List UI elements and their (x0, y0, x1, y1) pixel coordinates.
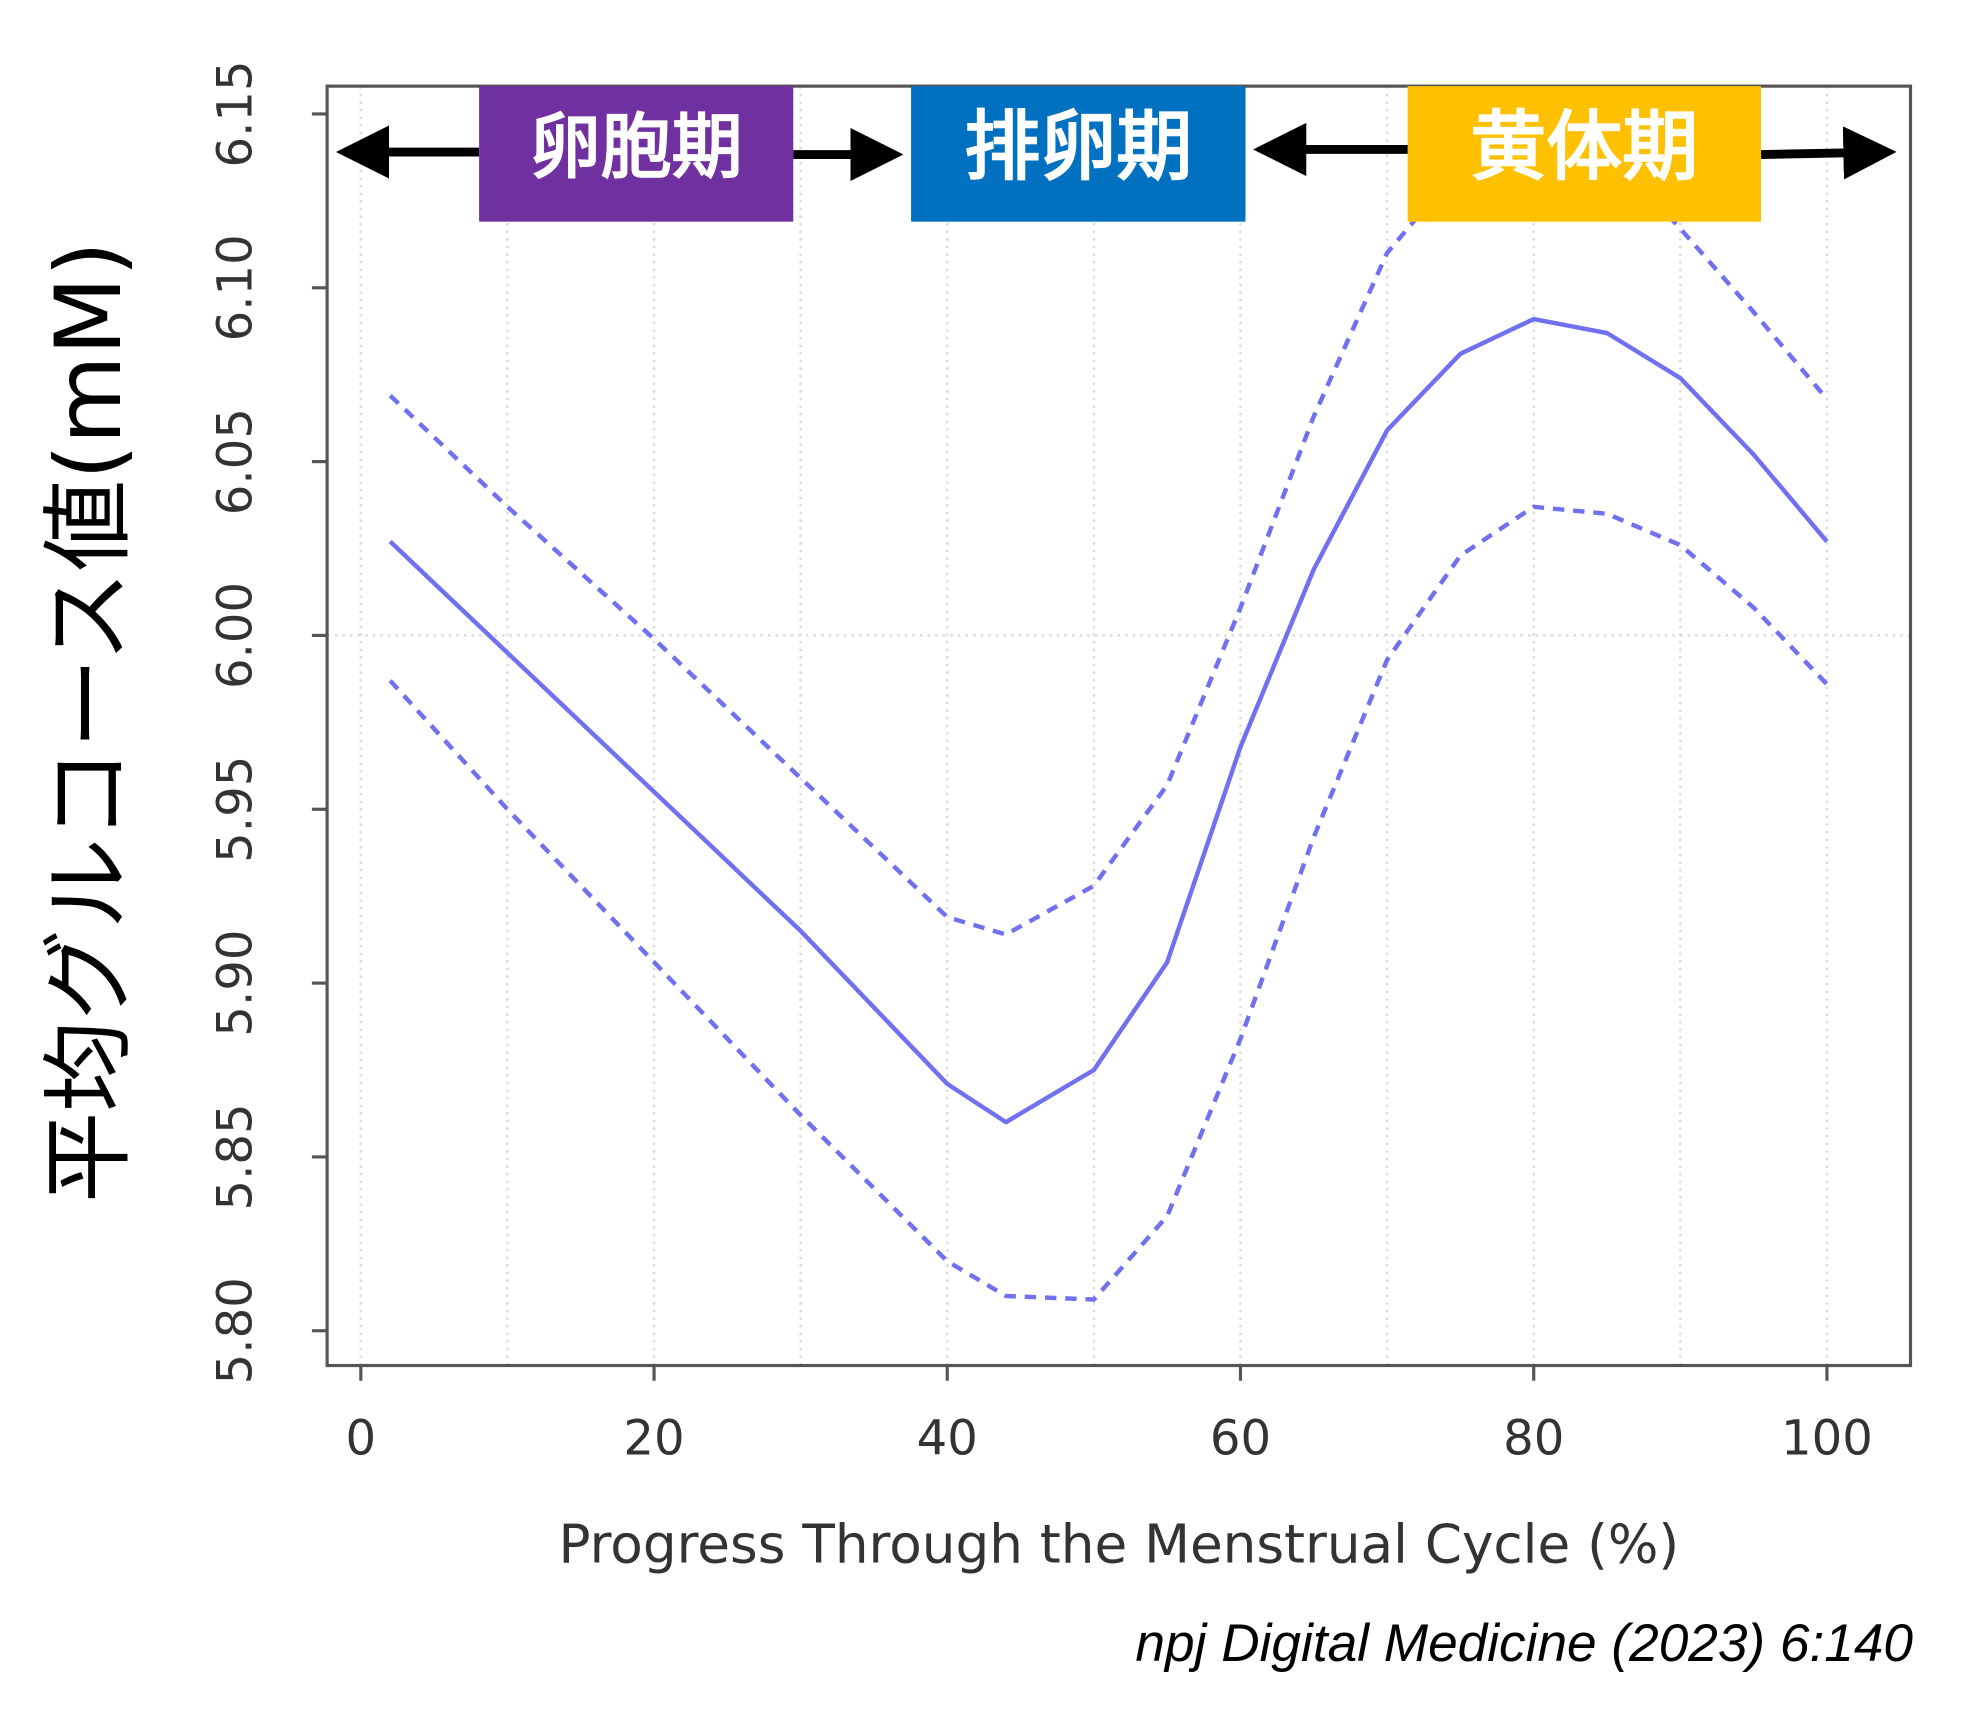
plot-frame (325, 84, 1913, 1368)
x-tick-label: 60 (1210, 1411, 1271, 1467)
phase-arrows (335, 122, 1897, 182)
phase-box (1407, 86, 1762, 222)
phase-box (911, 86, 1246, 222)
confidence-band (388, 504, 1829, 1302)
x-tick-label: 40 (917, 1411, 978, 1467)
x-tick-label: 0 (346, 1411, 377, 1467)
y-tick-label: 5.95 (207, 756, 263, 863)
y-tick-label: 5.90 (207, 930, 263, 1037)
y-tick-label: 6.00 (207, 582, 263, 689)
phase-label: 排卵期 (964, 102, 1192, 191)
y-tick-label: 5.85 (207, 1103, 263, 1210)
x-axis-label: Progress Through the Menstrual Cycle (%) (558, 1514, 1679, 1576)
confidence-band (388, 129, 1829, 937)
x-tick-label: 20 (623, 1411, 684, 1467)
x-tick-label: 80 (1503, 1411, 1564, 1467)
y-tick-label: 6.15 (207, 60, 263, 167)
mean-line (388, 316, 1829, 1125)
y-tick-label: 6.05 (207, 408, 263, 515)
phase-label: 卵胞期 (530, 106, 743, 189)
x-tick-label: 100 (1781, 1411, 1873, 1467)
source-note: npj Digital Medicine (2023) 6:140 (1135, 1614, 1913, 1673)
y-axis-label: 平均グルコース値(mM) (35, 241, 142, 1203)
phase-label: 黄体期 (1470, 102, 1698, 191)
phase-box (479, 86, 794, 222)
y-tick-label: 5.80 (207, 1277, 263, 1384)
y-tick-label: 6.10 (207, 234, 263, 341)
